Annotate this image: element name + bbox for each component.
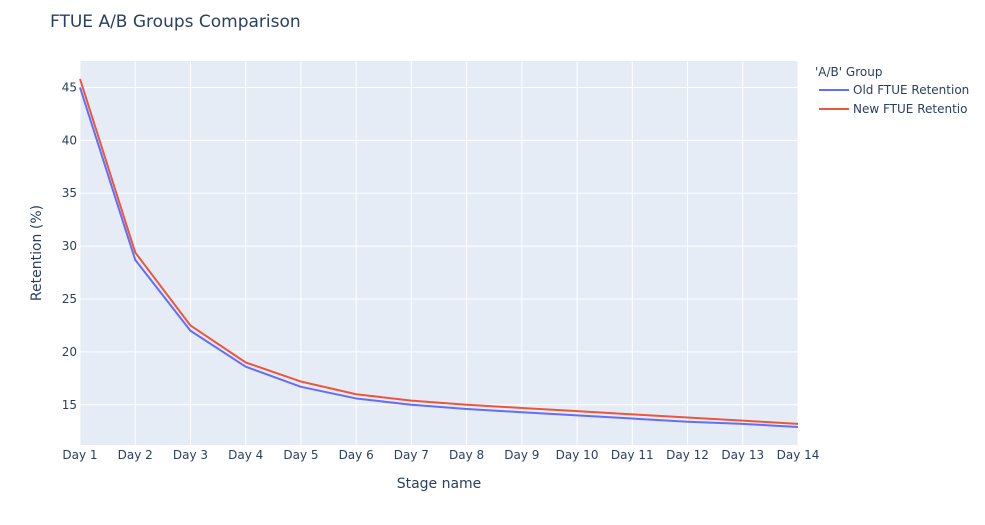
legend-title: 'A/B' Group	[815, 65, 882, 79]
x-tick-label: Day 9	[504, 448, 539, 462]
y-tick-label: 40	[62, 133, 77, 147]
legend-label: Old FTUE Retention	[853, 83, 969, 97]
legend-items[interactable]: Old FTUE Retention New FTUE Retentio	[819, 83, 969, 116]
x-tick-label: Day 12	[666, 448, 709, 462]
legend-item[interactable]: Old FTUE Retention	[819, 83, 969, 97]
x-tick-label: Day 4	[228, 448, 263, 462]
x-tick-label: Day 3	[173, 448, 208, 462]
series-line	[79, 78, 799, 425]
legend-item[interactable]: New FTUE Retentio	[819, 102, 967, 116]
x-tick-label: Day 2	[118, 448, 153, 462]
y-tick-label: 15	[62, 398, 77, 412]
x-tick-label: Day 11	[611, 448, 654, 462]
vertical-gridlines	[79, 61, 799, 445]
y-tick-label: 20	[62, 345, 77, 359]
series-lines	[79, 78, 799, 429]
y-tick-label: 25	[62, 292, 77, 306]
series-line	[79, 87, 799, 429]
x-tick-label: Day 7	[394, 448, 429, 462]
horizontal-gridlines	[80, 86, 798, 406]
x-tick-label: Day 1	[62, 448, 97, 462]
x-tick-label: Day 14	[777, 448, 820, 462]
plot-area	[80, 61, 798, 445]
legend-label: New FTUE Retentio	[853, 102, 967, 116]
x-tick-label: Day 10	[556, 448, 599, 462]
x-tick-label: Day 13	[721, 448, 764, 462]
x-tick-label: Day 6	[339, 448, 374, 462]
legend[interactable]: 'A/B' Group Old FTUE Retention New FTUE R…	[815, 65, 969, 116]
y-axis-ticks: 15 20 25 30 35 40 45	[62, 80, 77, 411]
x-tick-label: Day 8	[449, 448, 484, 462]
x-axis-title: Stage name	[397, 476, 482, 492]
y-tick-label: 45	[62, 80, 77, 94]
y-axis-title: Retention (%)	[29, 205, 45, 301]
chart-title: FTUE A/B Groups Comparison	[50, 12, 301, 32]
x-tick-label: Day 5	[283, 448, 318, 462]
x-axis-ticks: Day 1 Day 2 Day 3 Day 4 Day 5 Day 6 Day 7 Day 8…	[62, 448, 819, 462]
y-tick-label: 35	[62, 186, 77, 200]
y-tick-label: 30	[62, 239, 77, 253]
